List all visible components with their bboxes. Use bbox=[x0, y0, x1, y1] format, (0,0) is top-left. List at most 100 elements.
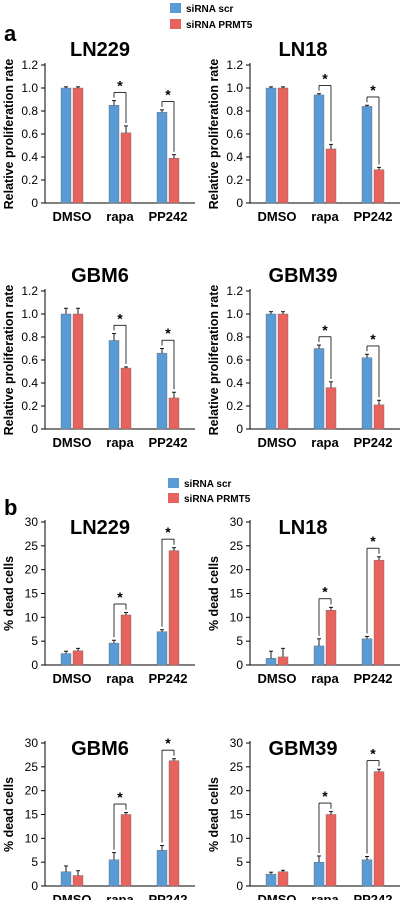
y-tick-label: 5 bbox=[31, 855, 38, 869]
bar-scr bbox=[108, 642, 120, 666]
bar-scr bbox=[361, 859, 373, 887]
bar-prmt5 bbox=[325, 387, 337, 430]
bar-scr bbox=[60, 313, 72, 430]
chart-title: LN229 bbox=[70, 39, 130, 61]
chart-title: GBM6 bbox=[71, 265, 129, 287]
y-tick-label: 25 bbox=[230, 760, 244, 774]
bar-scr bbox=[60, 871, 72, 887]
y-tick-label: 15 bbox=[25, 587, 39, 601]
bar-scr bbox=[313, 94, 325, 204]
bar-prmt5 bbox=[72, 87, 84, 204]
x-tick-label: DMSO bbox=[258, 671, 297, 686]
chart-title: LN18 bbox=[279, 39, 328, 61]
bar-prmt5 bbox=[168, 397, 180, 430]
legend-label-scr: siRNA scr bbox=[184, 479, 232, 490]
bar-prmt5 bbox=[277, 656, 289, 666]
x-tick-label: rapa bbox=[106, 435, 134, 450]
y-tick-label: 0.2 bbox=[226, 173, 243, 187]
bar-prmt5 bbox=[168, 760, 180, 887]
x-tick-label: PP242 bbox=[353, 671, 392, 686]
y-axis-label: % dead cells bbox=[2, 556, 16, 631]
chart-1: LN18 Relative proliferation rate 0 0.2 0.4 0.… bbox=[207, 39, 400, 224]
bar-scr bbox=[108, 105, 120, 204]
bar-scr bbox=[265, 658, 277, 666]
y-tick-label: 0.6 bbox=[21, 127, 38, 141]
x-tick-label: rapa bbox=[311, 435, 339, 450]
panel-letter-a: a bbox=[4, 21, 17, 46]
x-tick-label: DMSO bbox=[258, 435, 297, 450]
bar-prmt5 bbox=[168, 550, 180, 666]
bar-scr bbox=[265, 313, 277, 430]
significance-star: * bbox=[370, 331, 376, 347]
significance-star: * bbox=[370, 82, 376, 98]
bar-prmt5 bbox=[72, 875, 84, 887]
x-tick-label: DMSO bbox=[53, 209, 92, 224]
bar-scr bbox=[108, 859, 120, 887]
significance-star: * bbox=[117, 789, 123, 805]
bar-prmt5 bbox=[120, 814, 132, 887]
y-tick-label: 1.2 bbox=[226, 58, 243, 72]
y-tick-label: 0.6 bbox=[226, 127, 243, 141]
y-tick-label: 30 bbox=[230, 736, 244, 750]
y-tick-label: 1.0 bbox=[226, 81, 243, 95]
bar-prmt5 bbox=[373, 404, 385, 430]
chart-title: LN18 bbox=[279, 517, 328, 539]
bar-prmt5 bbox=[168, 157, 180, 204]
x-tick-label: rapa bbox=[106, 209, 134, 224]
y-tick-label: 0.8 bbox=[21, 330, 38, 344]
legend-swatch-prmt5 bbox=[170, 19, 181, 29]
chart-6: GBM6 % dead cells 0 5 10 15 20 25 30 DMSO rapa * PP2… bbox=[2, 735, 195, 900]
bar-scr bbox=[361, 357, 373, 430]
y-axis-label: Relative proliferation rate bbox=[2, 285, 16, 436]
y-tick-label: 15 bbox=[230, 587, 244, 601]
bar-prmt5 bbox=[277, 871, 289, 887]
y-axis-label: % dead cells bbox=[207, 777, 221, 852]
bar-scr bbox=[156, 352, 168, 430]
significance-star: * bbox=[165, 325, 171, 341]
legend-label-prmt5: siRNA PRMT5 bbox=[184, 494, 251, 505]
y-tick-label: 0.8 bbox=[21, 104, 38, 118]
y-tick-label: 15 bbox=[230, 808, 244, 822]
x-tick-label: DMSO bbox=[53, 435, 92, 450]
y-tick-label: 0 bbox=[236, 422, 243, 436]
y-tick-label: 1.0 bbox=[21, 81, 38, 95]
bar-prmt5 bbox=[373, 559, 385, 666]
y-tick-label: 5 bbox=[236, 634, 243, 648]
bar-prmt5 bbox=[277, 313, 289, 430]
x-tick-label: DMSO bbox=[258, 892, 297, 900]
chart-2: GBM6 Relative proliferation rate 0 0.2 0.4 0.… bbox=[2, 265, 195, 450]
y-tick-label: 0 bbox=[31, 658, 38, 672]
significance-star: * bbox=[165, 87, 171, 103]
y-tick-label: 30 bbox=[25, 515, 39, 529]
bar-scr bbox=[156, 631, 168, 666]
y-tick-label: 25 bbox=[230, 539, 244, 553]
bar-scr bbox=[361, 106, 373, 204]
legend-panel-b: siRNA scr siRNA PRMT5 bbox=[168, 478, 251, 505]
bar-prmt5 bbox=[120, 367, 132, 430]
x-tick-label: DMSO bbox=[53, 892, 92, 900]
y-tick-label: 20 bbox=[25, 563, 39, 577]
y-axis-label: Relative proliferation rate bbox=[2, 59, 16, 210]
x-tick-label: PP242 bbox=[353, 209, 392, 224]
x-tick-label: rapa bbox=[106, 671, 134, 686]
x-tick-label: PP242 bbox=[353, 892, 392, 900]
y-tick-label: 0.6 bbox=[226, 353, 243, 367]
y-tick-label: 0.6 bbox=[21, 353, 38, 367]
bar-scr bbox=[313, 348, 325, 430]
panel-letter-b: b bbox=[4, 495, 17, 520]
y-tick-label: 20 bbox=[25, 784, 39, 798]
y-tick-label: 0.2 bbox=[21, 173, 38, 187]
bar-prmt5 bbox=[120, 614, 132, 666]
chart-5: LN18 % dead cells 0 5 10 15 20 25 30 DMSO rapa * PP2… bbox=[207, 515, 400, 686]
y-tick-label: 20 bbox=[230, 784, 244, 798]
y-tick-label: 0.4 bbox=[226, 150, 243, 164]
y-tick-label: 1.2 bbox=[21, 284, 38, 298]
y-tick-label: 0.4 bbox=[21, 150, 38, 164]
x-tick-label: rapa bbox=[311, 209, 339, 224]
bar-scr bbox=[156, 111, 168, 204]
y-tick-label: 0.2 bbox=[226, 399, 243, 413]
legend-label-scr: siRNA scr bbox=[186, 4, 234, 15]
bar-scr bbox=[361, 638, 373, 666]
bar-scr bbox=[108, 340, 120, 430]
significance-star: * bbox=[322, 584, 328, 600]
